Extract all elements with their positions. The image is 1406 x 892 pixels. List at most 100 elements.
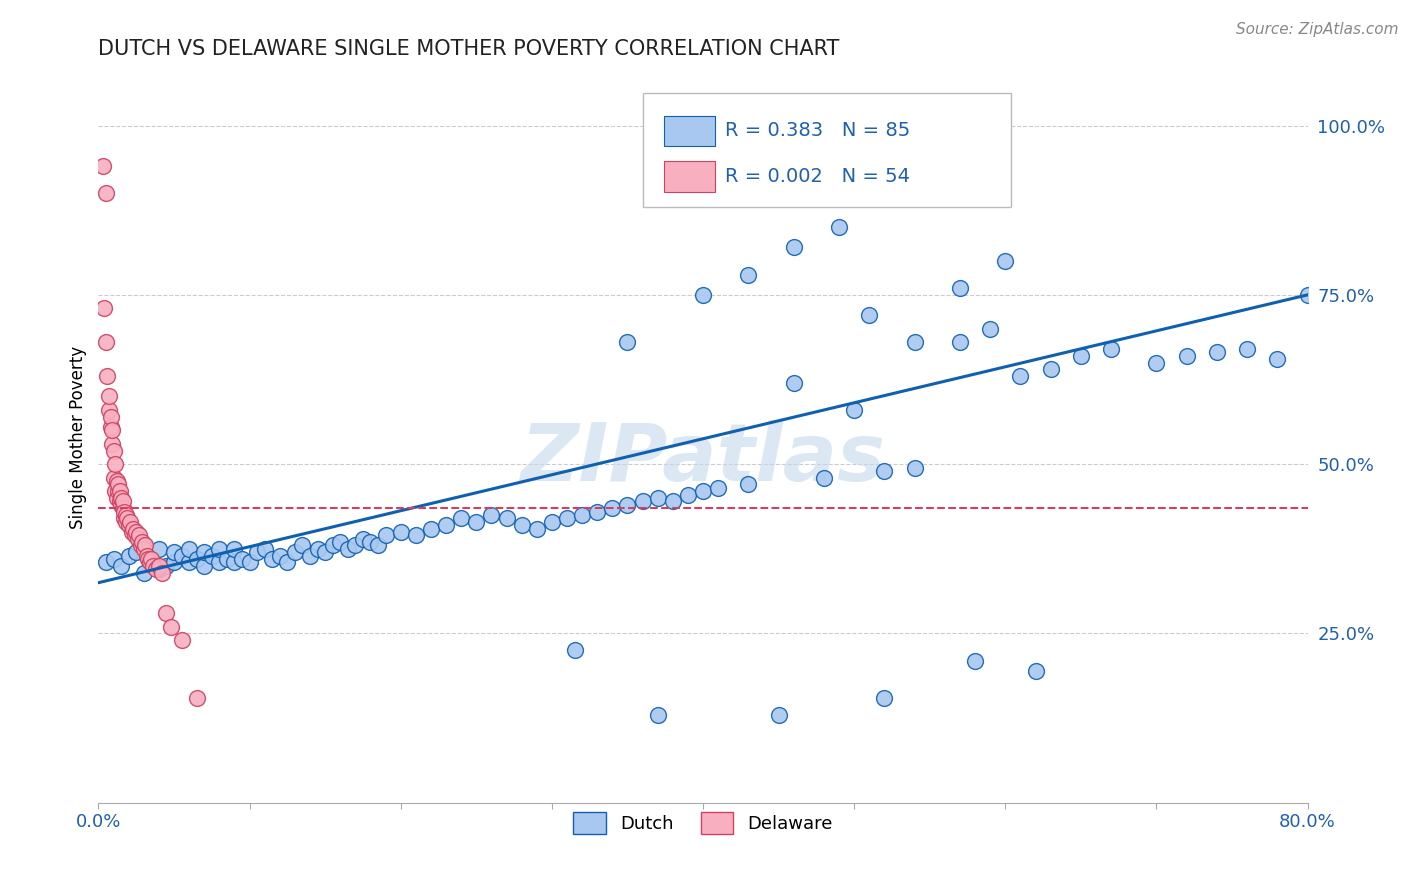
Point <box>186 690 208 705</box>
Point <box>108 494 131 508</box>
Point <box>134 538 156 552</box>
Point <box>481 508 503 522</box>
Point <box>262 552 284 566</box>
Point <box>179 555 201 569</box>
Point <box>141 552 163 566</box>
Point <box>121 524 143 539</box>
Point <box>139 555 162 569</box>
Point <box>994 254 1017 268</box>
Point <box>110 491 132 505</box>
Point <box>661 494 683 508</box>
Point <box>170 549 193 563</box>
Point <box>307 541 329 556</box>
Point <box>1144 355 1167 369</box>
Point <box>246 545 269 559</box>
Point <box>783 376 806 390</box>
Point <box>105 474 128 488</box>
Point <box>768 707 790 722</box>
Point <box>783 240 806 254</box>
Point <box>352 532 374 546</box>
Point <box>647 491 669 505</box>
Point <box>132 538 155 552</box>
Point <box>103 471 125 485</box>
FancyBboxPatch shape <box>664 161 716 192</box>
Point <box>239 555 262 569</box>
Y-axis label: Single Mother Poverty: Single Mother Poverty <box>69 345 87 529</box>
Point <box>465 515 488 529</box>
Point <box>631 494 654 508</box>
Point <box>155 558 177 573</box>
Text: Source: ZipAtlas.com: Source: ZipAtlas.com <box>1236 22 1399 37</box>
Point <box>148 541 170 556</box>
Text: R = 0.383   N = 85: R = 0.383 N = 85 <box>724 121 910 140</box>
Point <box>564 643 586 657</box>
Point <box>104 484 127 499</box>
Point <box>526 521 548 535</box>
Point <box>101 437 124 451</box>
Point <box>91 159 114 173</box>
Point <box>344 538 367 552</box>
Point <box>215 552 238 566</box>
Point <box>555 511 578 525</box>
Point <box>949 281 972 295</box>
Point <box>873 464 896 478</box>
Point <box>103 443 125 458</box>
Point <box>1296 288 1319 302</box>
Point <box>131 535 153 549</box>
Point <box>949 335 972 350</box>
Point <box>94 555 117 569</box>
Point <box>299 549 322 563</box>
Point <box>420 521 443 535</box>
Text: ZIPatlas: ZIPatlas <box>520 420 886 498</box>
Point <box>111 494 134 508</box>
Point <box>125 545 148 559</box>
Point <box>155 606 177 620</box>
Point <box>602 501 624 516</box>
Point <box>128 528 150 542</box>
FancyBboxPatch shape <box>643 94 1011 207</box>
Point <box>150 566 173 580</box>
Point <box>100 409 122 424</box>
Point <box>142 558 165 573</box>
Point <box>125 524 148 539</box>
Point <box>737 477 759 491</box>
Point <box>100 420 122 434</box>
Point <box>904 335 927 350</box>
Point <box>1099 342 1122 356</box>
Point <box>495 511 517 525</box>
Point <box>114 515 136 529</box>
Point <box>873 690 896 705</box>
Point <box>707 481 730 495</box>
FancyBboxPatch shape <box>664 116 716 146</box>
Point <box>224 541 246 556</box>
Point <box>103 552 125 566</box>
Point <box>586 505 609 519</box>
Point <box>329 535 352 549</box>
Point <box>510 518 533 533</box>
Point <box>367 538 389 552</box>
Point <box>107 477 129 491</box>
Point <box>904 460 927 475</box>
Point <box>98 403 121 417</box>
Point <box>112 505 135 519</box>
Point <box>1039 362 1062 376</box>
Point <box>105 491 128 505</box>
Point <box>692 484 714 499</box>
Point <box>179 541 201 556</box>
Point <box>163 545 186 559</box>
Point <box>737 268 759 282</box>
Point <box>616 335 638 350</box>
Point <box>135 549 157 563</box>
Point <box>163 555 186 569</box>
Point <box>170 633 193 648</box>
Point <box>1024 664 1046 678</box>
Point <box>979 322 1001 336</box>
Point <box>224 555 246 569</box>
Point <box>107 484 129 499</box>
Point <box>676 488 699 502</box>
Point <box>208 541 231 556</box>
Point <box>94 335 117 350</box>
Point <box>208 555 231 569</box>
Point <box>858 308 880 322</box>
Point <box>118 549 141 563</box>
